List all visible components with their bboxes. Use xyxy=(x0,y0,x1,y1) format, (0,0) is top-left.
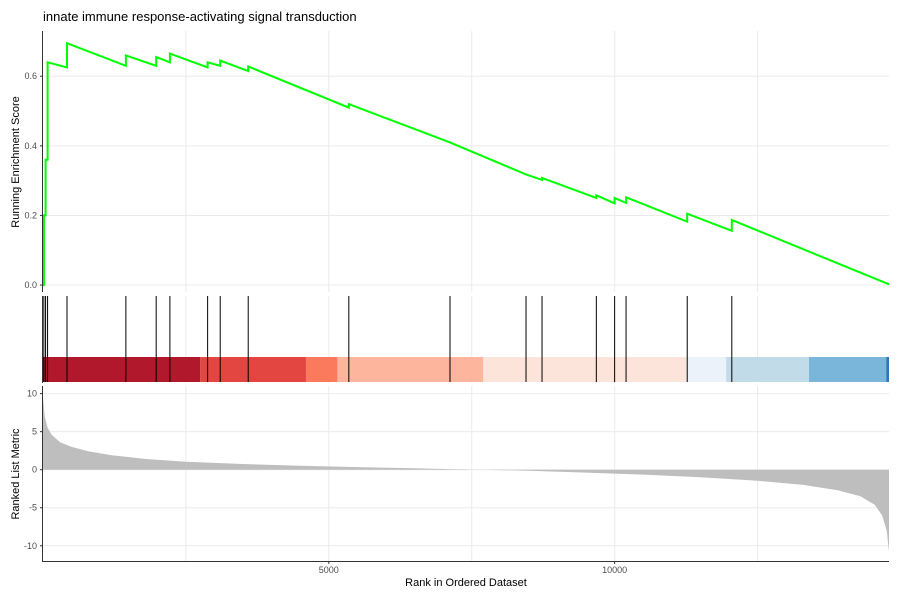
ranked-list-panel: 10 5 0 -5 -10 5000 10000 Ranked List Metric R… xyxy=(10,386,889,589)
running-enrichment-line xyxy=(42,41,890,286)
x-ticks: 5000 10000 xyxy=(319,561,627,575)
y-tick-label: -5 xyxy=(29,503,37,513)
enrichment-y-label: Running Enrichment Score xyxy=(10,96,22,227)
x-tick-label: 5000 xyxy=(319,565,339,575)
y-tick-label: 5 xyxy=(32,427,37,437)
ranked-list-y-ticks: 10 5 0 -5 -10 xyxy=(24,389,43,551)
color-bar-segment xyxy=(483,357,687,382)
color-bar-segment xyxy=(337,357,484,382)
y-tick-label: 0.2 xyxy=(24,210,37,220)
y-tick-label: 0.6 xyxy=(24,71,37,81)
y-tick-label: 10 xyxy=(27,389,37,399)
y-tick-label: -10 xyxy=(24,541,37,551)
color-bar-segment xyxy=(305,357,338,382)
color-bar-segment xyxy=(886,357,889,382)
y-tick-label: 0.4 xyxy=(24,141,37,151)
color-bar-segment xyxy=(726,357,809,382)
enrichment-panel: 0.0 0.2 0.4 0.6 Running Enrichment Score xyxy=(10,31,890,292)
color-bar-segment xyxy=(808,357,887,382)
y-tick-label: 0.0 xyxy=(24,280,37,290)
y-tick-label: 0 xyxy=(32,465,37,475)
x-axis-label: Rank in Ordered Dataset xyxy=(405,577,527,589)
x-tick-label: 10000 xyxy=(602,565,627,575)
enrichment-y-ticks: 0.0 0.2 0.4 0.6 xyxy=(24,71,43,290)
chart-title: innate immune response-activating signal… xyxy=(43,9,357,24)
ranked-list-area xyxy=(43,397,889,552)
ranked-list-y-label: Ranked List Metric xyxy=(10,428,22,520)
gene-hit-marks xyxy=(43,296,889,382)
hits-panel xyxy=(42,296,889,383)
color-bar-segment xyxy=(43,357,201,382)
color-bar-segment xyxy=(200,357,306,382)
enrichment-grid xyxy=(43,31,889,292)
color-bar-segment xyxy=(686,357,727,382)
